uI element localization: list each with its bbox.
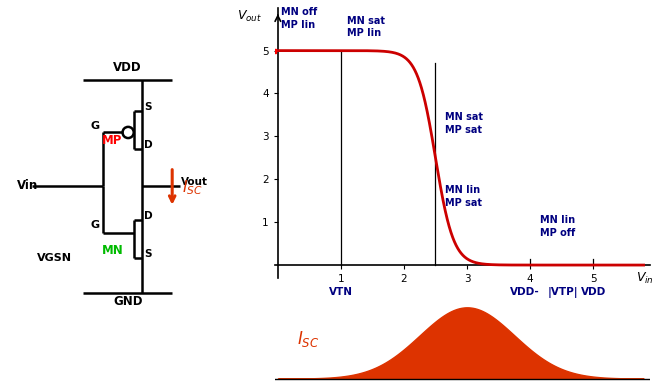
Text: $V_{out}$: $V_{out}$ (237, 9, 262, 24)
Text: MN off
MP lin: MN off MP lin (281, 7, 318, 30)
Text: MN: MN (101, 244, 123, 257)
Text: G: G (90, 220, 100, 230)
Text: GND: GND (113, 295, 143, 308)
Text: VDD-: VDD- (510, 287, 540, 297)
Text: $V_{in}$: $V_{in}$ (636, 271, 654, 286)
Text: G: G (90, 121, 100, 131)
Text: $I_{SC}$: $I_{SC}$ (297, 329, 319, 349)
Text: Vin: Vin (17, 179, 38, 193)
Text: D: D (144, 140, 153, 150)
Text: VGSN: VGSN (38, 254, 72, 264)
Text: VTN: VTN (329, 287, 353, 297)
Text: Vout: Vout (181, 177, 208, 187)
Text: S: S (144, 102, 151, 112)
Text: MP: MP (102, 134, 123, 147)
Text: MN lin
MP off: MN lin MP off (539, 215, 575, 238)
Text: |VTP|: |VTP| (547, 287, 578, 298)
Text: VDD: VDD (113, 61, 142, 74)
Text: MN lin
MP sat: MN lin MP sat (445, 185, 482, 208)
Text: $I_{SC}$: $I_{SC}$ (182, 178, 203, 196)
Text: MN sat
MP lin: MN sat MP lin (347, 16, 385, 38)
Text: MN sat
MP sat: MN sat MP sat (445, 112, 483, 135)
Text: D: D (144, 212, 153, 222)
Text: S: S (144, 249, 151, 259)
Text: VDD: VDD (580, 287, 606, 297)
